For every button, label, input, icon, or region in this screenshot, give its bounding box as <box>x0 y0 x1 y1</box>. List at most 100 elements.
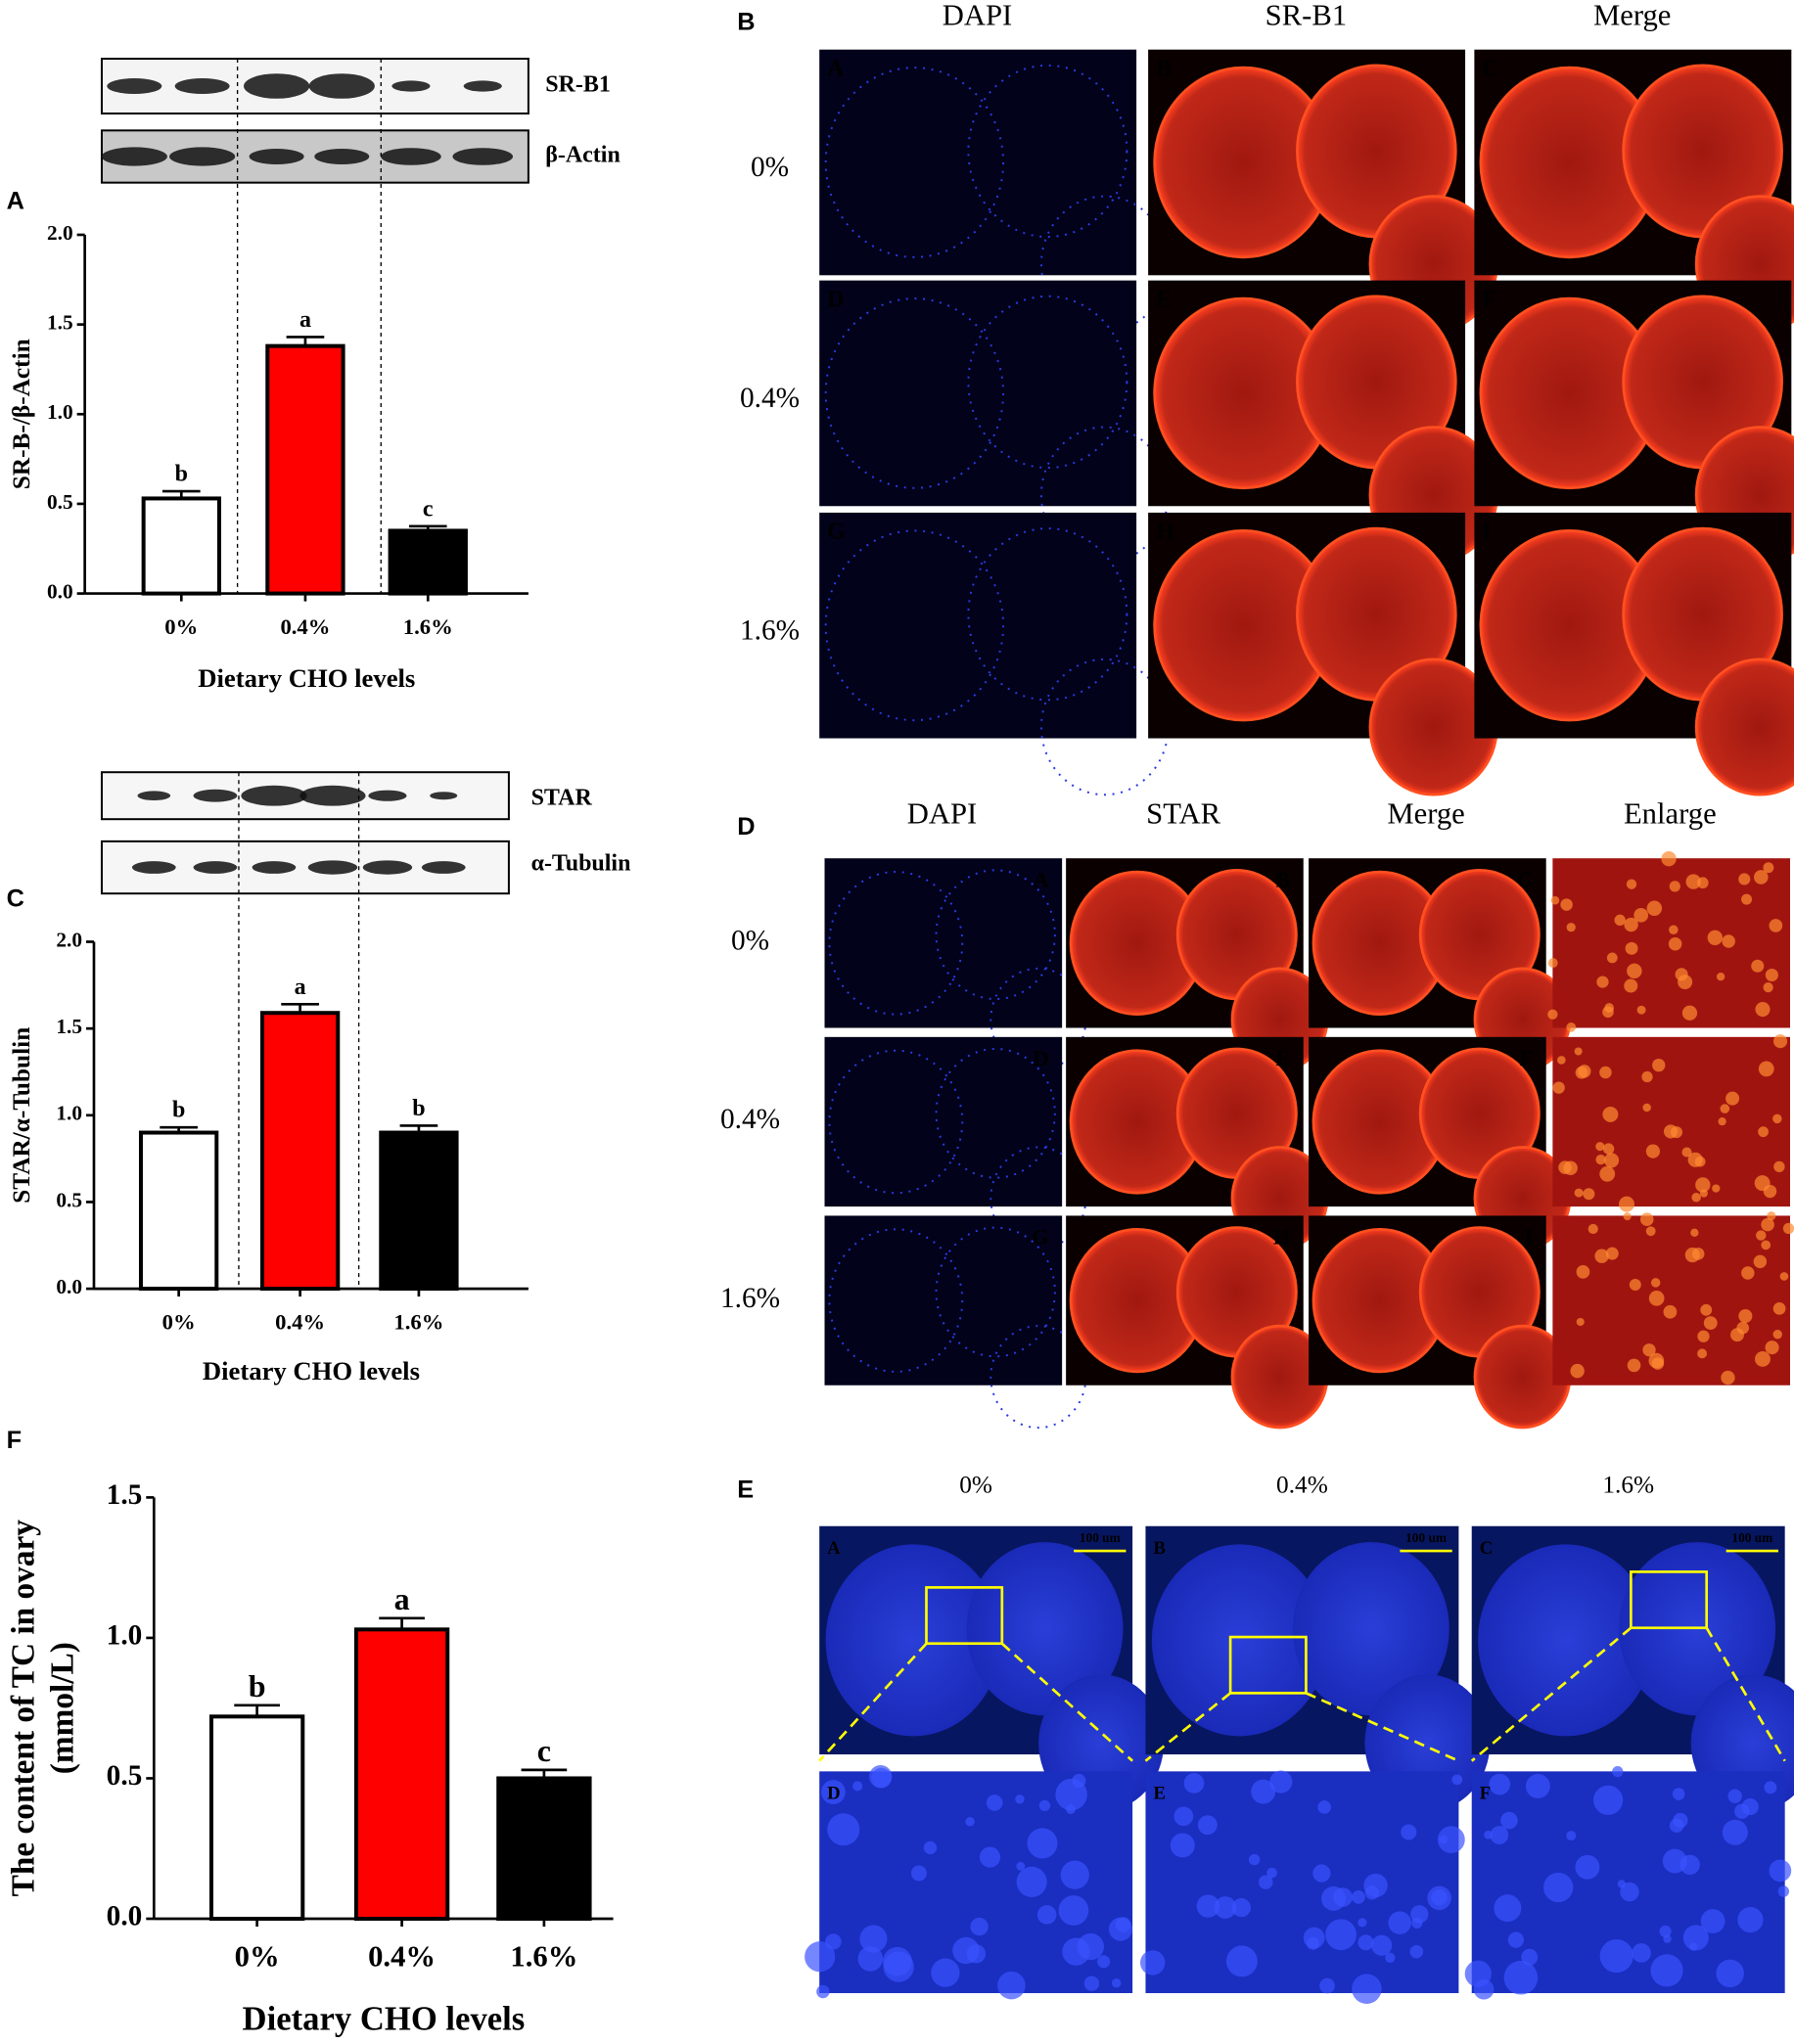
droplet <box>1566 1831 1577 1841</box>
droplet <box>1587 1223 1598 1235</box>
x-tick-label: 0% <box>164 614 198 639</box>
error-bar <box>281 1003 319 1014</box>
droplet <box>1721 1370 1735 1385</box>
blot-band <box>193 861 238 874</box>
tile-label: E <box>1275 1046 1290 1070</box>
zoom-guide <box>818 1642 1134 1762</box>
droplet <box>1627 1358 1641 1373</box>
droplet <box>1650 1954 1683 1987</box>
droplet <box>1678 975 1693 990</box>
droplet <box>1716 972 1725 981</box>
droplet <box>1769 1859 1792 1883</box>
droplet <box>1563 1160 1578 1176</box>
y-tick-label: 1.0 <box>107 1620 143 1652</box>
droplet <box>1738 1308 1753 1323</box>
droplet <box>1173 1806 1194 1827</box>
x-tick-label: 0.4% <box>368 1939 436 1973</box>
droplet <box>1623 1212 1632 1221</box>
droplet <box>1690 1228 1699 1238</box>
droplet <box>1036 1905 1057 1925</box>
droplet <box>1697 1330 1710 1342</box>
significance-letter: c <box>423 496 434 522</box>
y-tick-label: 2.0 <box>56 928 82 951</box>
droplet <box>820 1780 846 1804</box>
significance-letter: b <box>175 462 188 487</box>
droplet <box>1097 1955 1111 1969</box>
droplet <box>1016 1866 1047 1897</box>
droplet <box>1641 1070 1653 1083</box>
droplet <box>883 1951 914 1982</box>
droplet <box>1363 1873 1388 1898</box>
droplet <box>1552 1081 1565 1094</box>
droplet <box>1583 1188 1595 1201</box>
x-axis-label: Dietary CHO levels <box>198 663 415 693</box>
droplet <box>1767 1211 1776 1221</box>
droplet <box>1707 930 1723 945</box>
micrograph <box>824 1036 1063 1207</box>
x-tick-label: 1.6% <box>403 614 453 639</box>
droplet <box>997 1971 1026 2000</box>
error-bar <box>399 1124 438 1133</box>
droplet <box>1604 1153 1620 1168</box>
y-tick-label: 0.0 <box>56 1275 82 1298</box>
tile-label: D <box>827 287 844 312</box>
column-header: 0.4% <box>1276 1472 1328 1499</box>
zoom-box <box>1630 1570 1709 1630</box>
droplet <box>1427 1885 1451 1911</box>
error-bar <box>234 1703 280 1717</box>
blot-band <box>430 792 458 800</box>
droplet <box>1352 1889 1365 1904</box>
tile-label: F <box>1520 1046 1534 1070</box>
droplet <box>1464 1960 1492 1987</box>
tile-label: A <box>827 57 845 82</box>
droplet <box>1231 1898 1251 1918</box>
droplet <box>1258 1875 1273 1889</box>
y-axis-label: The content of TC in ovary <box>5 1520 41 1897</box>
droplet <box>1779 1272 1789 1281</box>
micrograph <box>819 512 1137 739</box>
cell-outline <box>824 67 1005 258</box>
zoom-guide <box>1144 1692 1459 1762</box>
blot-band <box>314 148 370 164</box>
droplet <box>1593 1785 1624 1815</box>
tile-label: A <box>827 1538 841 1559</box>
droplet <box>1639 1212 1654 1226</box>
droplet <box>1646 900 1663 917</box>
droplet <box>1716 1959 1744 1988</box>
droplet <box>1576 1265 1590 1279</box>
significance-letter: a <box>394 1581 410 1616</box>
column-header: 1.6% <box>1602 1472 1654 1499</box>
y-tick-label: 1.5 <box>47 311 73 335</box>
blot-label: α-Tubulin <box>531 850 631 876</box>
droplet <box>1401 1824 1417 1840</box>
droplet <box>1755 1350 1771 1367</box>
droplet <box>869 1764 893 1789</box>
droplet <box>1772 1330 1782 1340</box>
blot-band <box>174 78 230 95</box>
y-axis-label: (mmol/L) <box>44 1642 80 1774</box>
bar <box>496 1776 592 1921</box>
figure-label: D <box>737 813 755 840</box>
droplet <box>1751 959 1765 973</box>
droplet <box>1645 1226 1656 1237</box>
droplet <box>1700 1303 1713 1316</box>
droplet <box>1557 1056 1566 1065</box>
droplet <box>1604 1003 1615 1014</box>
droplet <box>1624 978 1638 993</box>
droplet <box>979 1846 1001 1868</box>
blot-band <box>307 860 358 875</box>
droplet <box>1409 1944 1424 1959</box>
droplet <box>1685 874 1701 889</box>
droplet <box>1730 1328 1744 1342</box>
blot-band <box>107 78 162 95</box>
blot-band <box>421 861 466 874</box>
droplet <box>1625 941 1638 955</box>
droplet <box>1668 936 1682 951</box>
cell-outline <box>828 1049 964 1195</box>
y-tick-label: 1.5 <box>107 1479 143 1511</box>
droplet <box>1756 1230 1767 1241</box>
x-tick-label: 0.4% <box>275 1309 325 1334</box>
droplet <box>931 1958 960 1987</box>
row-label: 0.4% <box>720 1104 780 1135</box>
scale-bar-label: 100 um <box>1405 1530 1447 1545</box>
